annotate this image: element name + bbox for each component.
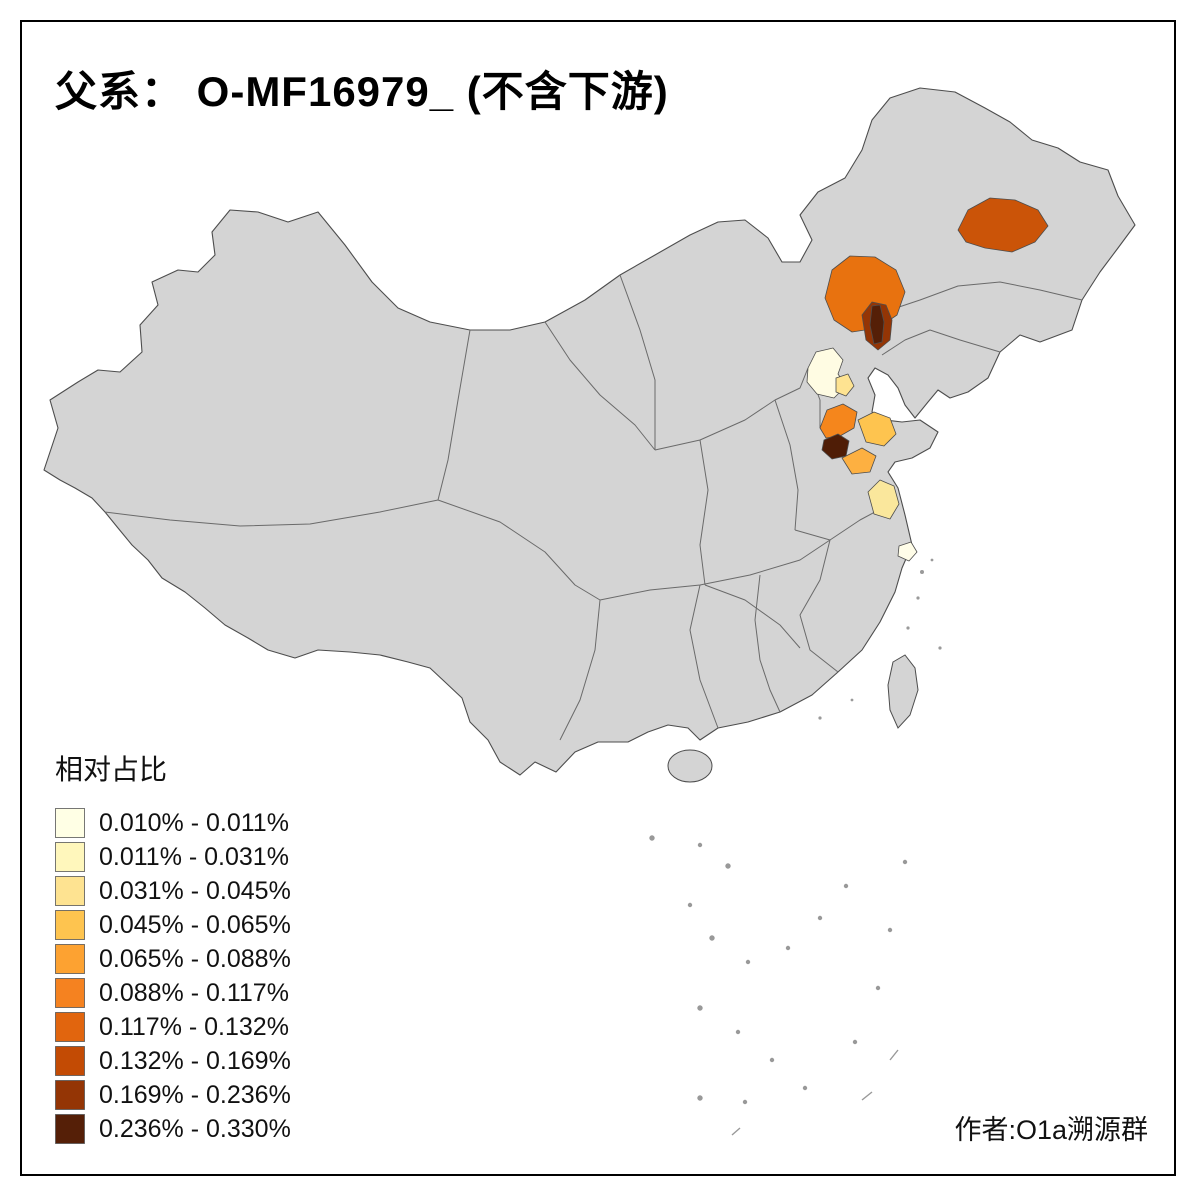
region-shandong-medium-low — [841, 447, 877, 475]
legend-item: 0.065% - 0.088% — [55, 942, 291, 976]
region-shanghai-pale — [897, 541, 918, 562]
highlighted-regions — [806, 197, 1049, 562]
legend-swatch-icon — [55, 876, 85, 906]
hainan-island — [667, 749, 713, 783]
legend-swatch-icon — [55, 842, 85, 872]
legend-swatch-icon — [55, 1080, 85, 1110]
legend-label: 0.169% - 0.236% — [99, 1080, 291, 1109]
region-shandong-light-right — [857, 411, 897, 447]
region-pale-yellow-patch — [835, 373, 855, 397]
credit-text: 作者:O1a溯源群 — [954, 1115, 1148, 1145]
legend-swatch-icon — [55, 944, 85, 974]
legend-item: 0.010% - 0.011% — [55, 806, 291, 840]
legend-label: 0.236% - 0.330% — [99, 1114, 291, 1143]
legend-swatch-icon — [55, 1046, 85, 1076]
south-china-sea-islands — [649, 835, 908, 1136]
legend-label: 0.011% - 0.031% — [99, 842, 289, 871]
legend-label: 0.031% - 0.045% — [99, 876, 291, 905]
legend-swatch-icon — [55, 808, 85, 838]
legend-label: 0.045% - 0.065% — [99, 910, 291, 939]
legend-label: 0.065% - 0.088% — [99, 944, 291, 973]
region-heilongjiang-blob — [957, 197, 1049, 253]
legend-label: 0.132% - 0.169% — [99, 1046, 291, 1075]
legend-item: 0.117% - 0.132% — [55, 1010, 291, 1044]
china-mainland-shape — [43, 87, 1136, 776]
legend-title: 相对占比 — [55, 754, 168, 785]
legend: 相对占比 0.010% - 0.011% 0.011% - 0.031% 0.0… — [55, 748, 291, 1146]
region-bohai-darkest-strip — [869, 304, 885, 345]
coastal-islands — [818, 558, 942, 720]
legend-item: 0.132% - 0.169% — [55, 1044, 291, 1078]
legend-swatch-icon — [55, 1114, 85, 1144]
legend-label: 0.010% - 0.011% — [99, 808, 289, 837]
legend-item: 0.045% - 0.065% — [55, 908, 291, 942]
region-shandong-orange — [819, 403, 858, 439]
legend-item: 0.031% - 0.045% — [55, 874, 291, 908]
map-title: 父系： O-MF16979_ (不含下游) — [55, 68, 669, 115]
legend-swatch-icon — [55, 910, 85, 940]
legend-item: 0.088% - 0.117% — [55, 976, 291, 1010]
legend-item: 0.169% - 0.236% — [55, 1078, 291, 1112]
taiwan-island — [887, 654, 919, 729]
legend-item: 0.011% - 0.031% — [55, 840, 291, 874]
legend-item: 0.236% - 0.330% — [55, 1112, 291, 1146]
region-jiangsu-pale-yellow — [867, 479, 900, 520]
legend-label: 0.117% - 0.132% — [99, 1012, 289, 1041]
legend-swatch-icon — [55, 1012, 85, 1042]
legend-swatch-icon — [55, 978, 85, 1008]
legend-label: 0.088% - 0.117% — [99, 978, 289, 1007]
